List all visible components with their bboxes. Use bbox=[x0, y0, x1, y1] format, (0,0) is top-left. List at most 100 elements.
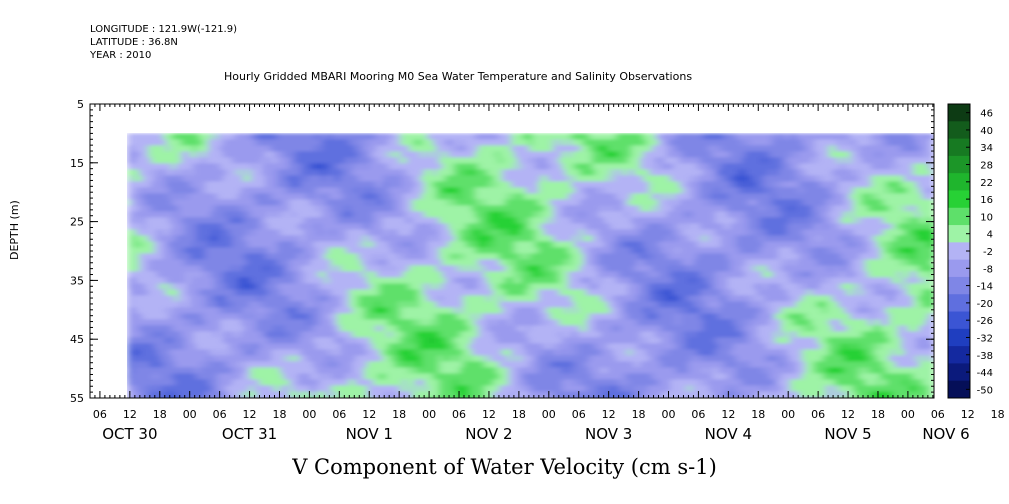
heatmap-cell bbox=[157, 247, 161, 255]
heatmap-cell bbox=[184, 133, 188, 141]
heatmap-cell bbox=[202, 241, 206, 249]
heatmap-cell bbox=[244, 181, 248, 189]
heatmap-cell bbox=[148, 337, 152, 345]
heatmap-cell bbox=[154, 223, 158, 231]
heatmap-cell bbox=[253, 277, 257, 285]
heatmap-cell bbox=[289, 391, 293, 398]
heatmap-cell bbox=[307, 277, 311, 285]
heatmap-cell bbox=[178, 355, 182, 363]
heatmap-cell bbox=[232, 145, 236, 153]
heatmap-cell bbox=[169, 349, 173, 357]
heatmap-cell bbox=[262, 247, 266, 255]
heatmap-cell bbox=[136, 307, 140, 315]
heatmap-cell bbox=[298, 289, 302, 297]
heatmap-cell bbox=[229, 283, 233, 291]
heatmap-cell bbox=[247, 181, 251, 189]
heatmap-cell bbox=[139, 235, 143, 243]
heatmap-cell bbox=[172, 163, 176, 171]
heatmap-cell bbox=[178, 265, 182, 273]
heatmap-cell bbox=[151, 163, 155, 171]
heatmap-cell bbox=[256, 385, 260, 393]
heatmap-cell bbox=[229, 337, 233, 345]
heatmap-cell bbox=[268, 139, 272, 147]
heatmap-cell bbox=[241, 385, 245, 393]
heatmap-cell bbox=[256, 217, 260, 225]
heatmap-cell bbox=[139, 361, 143, 369]
heatmap-cell bbox=[133, 217, 137, 225]
heatmap-cell bbox=[166, 337, 170, 345]
heatmap-cell bbox=[187, 325, 191, 333]
heatmap-cell bbox=[292, 241, 296, 249]
heatmap-cell bbox=[271, 373, 275, 381]
heatmap-cell bbox=[148, 295, 152, 303]
heatmap-cell bbox=[220, 247, 224, 255]
heatmap-cell bbox=[283, 325, 287, 333]
heatmap-cell bbox=[172, 229, 176, 237]
heatmap-cell bbox=[151, 157, 155, 165]
heatmap-cell bbox=[157, 385, 161, 393]
heatmap-cell bbox=[226, 277, 230, 285]
heatmap-cell bbox=[271, 151, 275, 159]
heatmap-cell bbox=[175, 367, 179, 375]
heatmap-cell bbox=[196, 199, 200, 207]
heatmap-cell bbox=[178, 157, 182, 165]
heatmap-cell bbox=[235, 157, 239, 165]
heatmap-cell bbox=[184, 259, 188, 267]
heatmap-cell bbox=[262, 277, 266, 285]
heatmap-cell bbox=[175, 193, 179, 201]
heatmap-cell bbox=[223, 319, 227, 327]
heatmap-cell bbox=[208, 373, 212, 381]
heatmap-cell bbox=[175, 199, 179, 207]
heatmap-cell bbox=[256, 253, 260, 261]
heatmap-cell bbox=[298, 157, 302, 165]
heatmap-cell bbox=[148, 385, 152, 393]
heatmap-cell bbox=[163, 289, 167, 297]
heatmap-cell bbox=[214, 223, 218, 231]
heatmap-cell bbox=[148, 223, 152, 231]
heatmap-cell bbox=[274, 259, 278, 267]
heatmap-cell bbox=[229, 151, 233, 159]
heatmap-cell bbox=[247, 313, 251, 321]
heatmap-cell bbox=[139, 241, 143, 249]
heatmap-cell bbox=[130, 337, 134, 345]
heatmap-cell bbox=[250, 205, 254, 213]
heatmap-cell bbox=[307, 331, 311, 339]
heatmap-cell bbox=[277, 337, 281, 345]
heatmap-cell bbox=[250, 157, 254, 165]
heatmap-cell bbox=[259, 331, 263, 339]
heatmap-cell bbox=[130, 373, 134, 381]
heatmap-cell bbox=[208, 247, 212, 255]
heatmap-cell bbox=[274, 151, 278, 159]
heatmap-cell bbox=[196, 349, 200, 357]
heatmap-cell bbox=[229, 139, 233, 147]
heatmap-cell bbox=[277, 325, 281, 333]
heatmap-cell bbox=[172, 211, 176, 219]
heatmap-cell bbox=[127, 259, 131, 267]
heatmap-cell bbox=[181, 211, 185, 219]
heatmap-cell bbox=[133, 385, 137, 393]
heatmap-cell bbox=[301, 313, 305, 321]
heatmap-cell bbox=[181, 145, 185, 153]
heatmap-cell bbox=[292, 133, 296, 141]
heatmap-cell bbox=[190, 253, 194, 261]
heatmap-cell bbox=[187, 139, 191, 147]
heatmap-cell bbox=[244, 265, 248, 273]
heatmap-cell bbox=[130, 331, 134, 339]
heatmap-cell bbox=[307, 313, 311, 321]
heatmap-cell bbox=[166, 385, 170, 393]
heatmap-cell bbox=[226, 163, 230, 171]
heatmap-cell bbox=[166, 157, 170, 165]
heatmap-cell bbox=[136, 205, 140, 213]
heatmap-cell bbox=[226, 259, 230, 267]
heatmap-cell bbox=[184, 139, 188, 147]
heatmap-cell bbox=[199, 385, 203, 393]
heatmap-cell bbox=[148, 301, 152, 309]
heatmap-cell bbox=[229, 247, 233, 255]
heatmap-cell bbox=[265, 181, 269, 189]
heatmap-cell bbox=[178, 277, 182, 285]
heatmap-cell bbox=[193, 289, 197, 297]
heatmap-cell bbox=[166, 373, 170, 381]
heatmap-cell bbox=[187, 295, 191, 303]
heatmap-cell bbox=[223, 217, 227, 225]
heatmap-cell bbox=[286, 265, 290, 273]
